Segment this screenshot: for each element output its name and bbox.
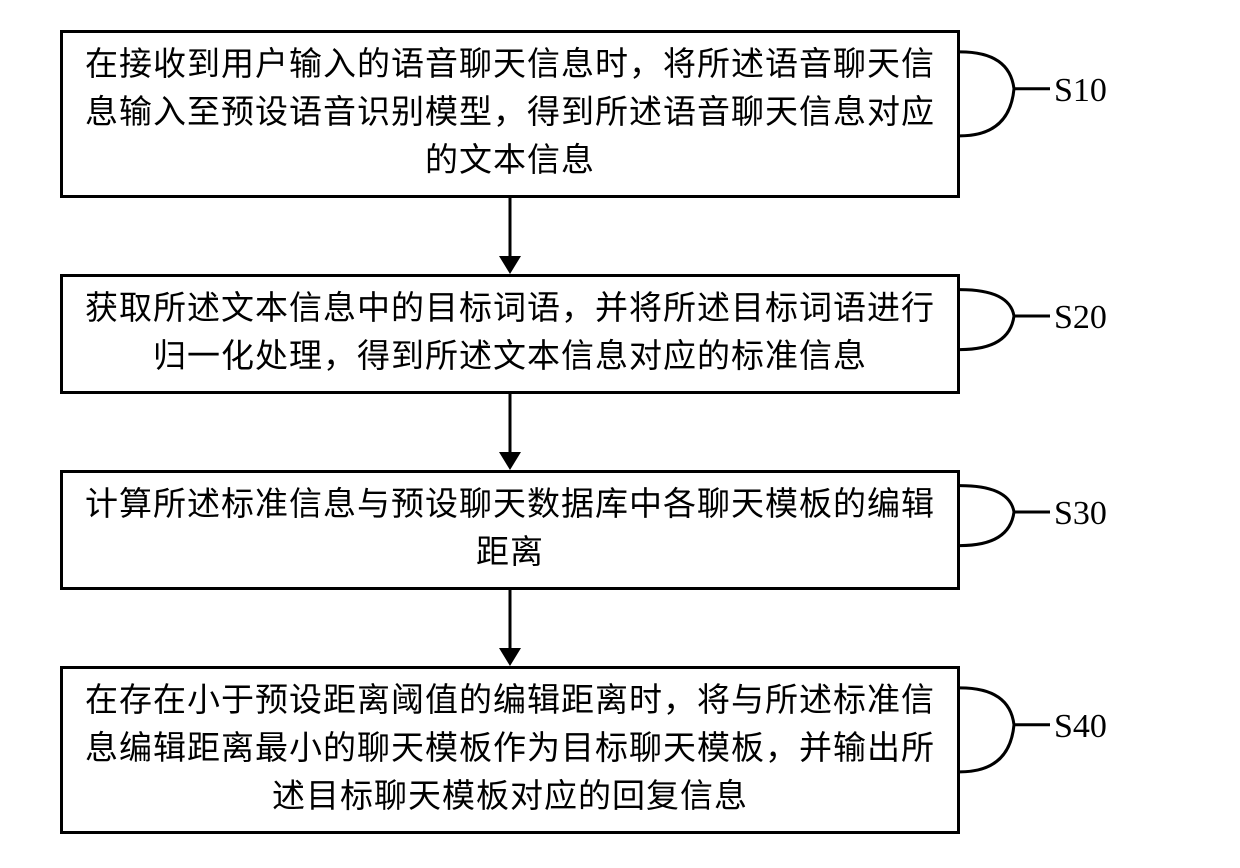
flow-step-s40: 在存在小于预设距离阈值的编辑距离时，将与所述标准信息编辑距离最小的聊天模板作为目… — [60, 666, 1180, 834]
step-connector: S20 — [960, 274, 1107, 394]
step-connector: S30 — [960, 470, 1107, 590]
step-text: 获取所述文本信息中的目标词语，并将所述目标词语进行归一化处理，得到所述文本信息对… — [81, 286, 939, 382]
step-text: 在存在小于预设距离阈值的编辑距离时，将与所述标准信息编辑距离最小的聊天模板作为目… — [81, 678, 939, 822]
flow-step-s30: 计算所述标准信息与预设聊天数据库中各聊天模板的编辑距离 S30 — [60, 470, 1180, 590]
arrow-down-icon — [60, 394, 960, 470]
step-box: 在接收到用户输入的语音聊天信息时，将所述语音聊天信息输入至预设语音识别模型，得到… — [60, 30, 960, 198]
step-label: S20 — [1054, 299, 1107, 337]
step-connector: S40 — [960, 666, 1107, 834]
step-text: 计算所述标准信息与预设聊天数据库中各聊天模板的编辑距离 — [81, 482, 939, 578]
arrow-down-icon — [60, 590, 960, 666]
step-box: 计算所述标准信息与预设聊天数据库中各聊天模板的编辑距离 — [60, 470, 960, 590]
arrow-down-icon — [60, 198, 960, 274]
flow-step-s10: 在接收到用户输入的语音聊天信息时，将所述语音聊天信息输入至预设语音识别模型，得到… — [60, 30, 1180, 198]
step-text: 在接收到用户输入的语音聊天信息时，将所述语音聊天信息输入至预设语音识别模型，得到… — [81, 42, 939, 186]
flowchart-container: 在接收到用户输入的语音聊天信息时，将所述语音聊天信息输入至预设语音识别模型，得到… — [60, 30, 1180, 834]
step-label: S30 — [1054, 495, 1107, 533]
step-label: S40 — [1054, 708, 1107, 746]
step-label: S10 — [1054, 72, 1107, 110]
step-box: 获取所述文本信息中的目标词语，并将所述目标词语进行归一化处理，得到所述文本信息对… — [60, 274, 960, 394]
step-box: 在存在小于预设距离阈值的编辑距离时，将与所述标准信息编辑距离最小的聊天模板作为目… — [60, 666, 960, 834]
step-connector: S10 — [960, 30, 1107, 198]
flow-step-s20: 获取所述文本信息中的目标词语，并将所述目标词语进行归一化处理，得到所述文本信息对… — [60, 274, 1180, 394]
